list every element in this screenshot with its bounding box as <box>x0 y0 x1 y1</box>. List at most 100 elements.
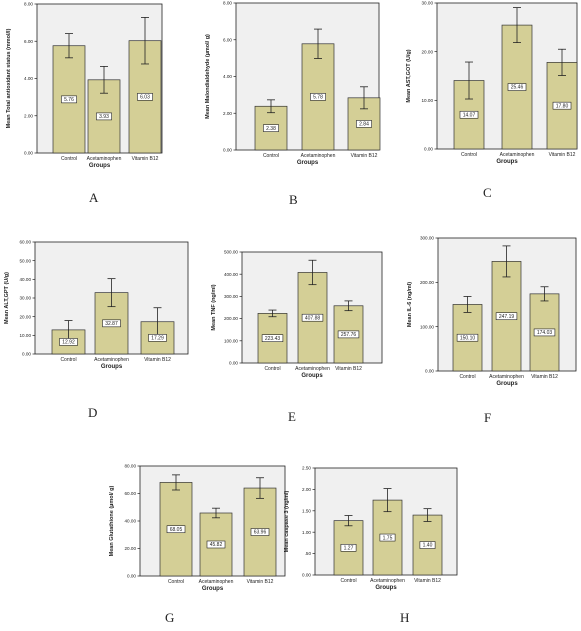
chart-svg: 0.00 100.00 200.00 300.00 400.00 500.00 223.43… <box>211 250 383 379</box>
chart-svg: 0.00 .50 1.00 1.50 2.00 2.50 1.27 Control 1.75 Ac… <box>284 466 458 591</box>
data-label: 6.03 <box>140 95 150 101</box>
y-tick-label: 6.00 <box>223 37 232 42</box>
data-label: 407.88 <box>305 315 321 321</box>
x-tick-label: Control <box>60 357 76 363</box>
y-tick-label: 4.00 <box>24 76 33 81</box>
x-tick-label: Control <box>61 156 77 162</box>
chart-panel-a: 0.00 2.00 4.00 6.00 8.00 5.76 Control 3.93 Aceta… <box>0 0 170 175</box>
data-label-box <box>61 95 77 104</box>
panel-letter-a: A <box>89 190 99 205</box>
y-tick-label: 100.00 <box>224 338 238 343</box>
chart-panel-h: 0.00 .50 1.00 1.50 2.00 2.50 1.27 Control 1.75 Ac… <box>284 455 465 605</box>
data-label: 5.76 <box>64 97 74 103</box>
y-tick-label: 500.00 <box>224 250 238 255</box>
y-tick-label: 200.00 <box>420 280 434 285</box>
data-label-box <box>310 93 326 101</box>
data-label-box <box>419 541 436 549</box>
y-tick-label: 8.00 <box>223 1 232 6</box>
data-label: 68.05 <box>170 527 183 533</box>
data-label-box <box>261 334 284 342</box>
y-tick-label: 300.00 <box>420 236 434 241</box>
panel-letter-h: H <box>400 610 410 625</box>
y-tick-label: .50 <box>305 551 312 556</box>
data-label: 1.27 <box>344 546 354 552</box>
data-label-box <box>379 533 396 542</box>
y-tick-label: 0.00 <box>223 148 232 153</box>
panel-letter-c: C <box>483 185 492 200</box>
chart-panel-b: 0.00 2.00 4.00 6.00 8.00 2.38 Control 5.78 Aceta… <box>205 0 385 175</box>
y-tick-label: 60.00 <box>20 240 32 245</box>
x-tick-label: Control <box>263 153 279 159</box>
y-tick-label: 0.00 <box>127 574 136 579</box>
data-label-box <box>495 312 518 321</box>
y-tick-label: 0.00 <box>229 361 238 366</box>
x-axis-label: Groups <box>375 585 397 591</box>
data-label-box <box>552 101 572 110</box>
x-tick-label: Vitamin B12 <box>132 156 159 162</box>
data-label: 257.76 <box>341 332 357 338</box>
x-tick-label: Vitamin B12 <box>549 152 576 158</box>
x-tick-label: Acetaminophen <box>199 579 234 585</box>
x-axis-label: Groups <box>496 381 518 387</box>
y-tick-label: 40.00 <box>125 519 137 524</box>
y-tick-label: 20.00 <box>125 546 137 551</box>
y-tick-label: 0.00 <box>425 369 434 374</box>
data-label: 247.19 <box>499 314 515 320</box>
y-tick-label: 50.00 <box>20 258 32 263</box>
y-tick-label: 2.00 <box>302 487 311 492</box>
chart-svg: 0.00 10.00 20.00 30.00 14.07 Control 25.46 Acet… <box>406 1 578 165</box>
y-axis-label: Mean ALT,GPT (U/g) <box>4 272 10 324</box>
y-tick-label: 8.00 <box>24 2 33 7</box>
y-tick-label: 100.00 <box>420 324 434 329</box>
x-tick-label: Control <box>459 374 475 380</box>
x-tick-label: Control <box>264 366 280 372</box>
data-label: 45.82 <box>210 542 223 548</box>
x-tick-label: Acetaminophen <box>87 156 122 162</box>
y-axis-label: Mean Malondialdehyde (µmol/ g) <box>205 34 211 119</box>
data-label: 17.29 <box>151 336 164 342</box>
data-label: 1.40 <box>423 543 433 549</box>
x-tick-label: Acetaminophen <box>301 153 336 159</box>
data-label-box <box>102 319 121 328</box>
y-tick-label: 6.00 <box>24 39 33 44</box>
chart-svg: 0.00 2.00 4.00 6.00 8.00 2.38 Control 5.78 Aceta… <box>205 1 381 166</box>
y-tick-label: 1.50 <box>302 508 311 513</box>
data-label: 2.84 <box>359 122 369 128</box>
data-label: 32.87 <box>105 321 118 327</box>
data-label-box <box>250 528 270 536</box>
panel-letter-f: F <box>484 410 492 425</box>
x-tick-label: Control <box>168 579 184 585</box>
data-label: 5.78 <box>313 95 323 101</box>
chart-svg: 0.00 20.00 40.00 60.00 80.00 68.05 Control 45.8… <box>109 464 286 592</box>
data-label-box <box>459 110 479 119</box>
y-tick-label: 20.00 <box>422 49 434 54</box>
x-tick-label: Acetaminophen <box>500 152 535 158</box>
data-label-box <box>507 83 527 91</box>
data-label: 174.03 <box>537 330 553 336</box>
x-tick-label: Acetaminophen <box>370 578 405 584</box>
y-tick-label: 10.00 <box>422 98 434 103</box>
y-tick-label: 80.00 <box>125 464 137 469</box>
y-tick-label: 200.00 <box>224 316 238 321</box>
y-tick-label: 30.00 <box>20 296 32 301</box>
data-label-box <box>356 120 372 128</box>
data-label: 2.38 <box>266 126 276 132</box>
data-label: 150.10 <box>460 335 476 341</box>
x-tick-label: Vitamin B12 <box>351 153 378 159</box>
y-tick-label: 40.00 <box>20 277 32 282</box>
chart-panel-f: 0.00 100.00 200.00 300.00 150.10 Control 247.1… <box>400 235 581 395</box>
data-label-box <box>340 544 357 552</box>
data-label-box <box>166 525 186 534</box>
y-tick-label: 0.00 <box>302 573 311 578</box>
y-tick-label: 10.00 <box>20 333 32 338</box>
x-axis-label: Groups <box>89 163 111 169</box>
data-label: 223.43 <box>265 336 281 342</box>
y-tick-label: 2.00 <box>223 111 232 116</box>
chart-svg: 0.00 2.00 4.00 6.00 8.00 5.76 Control 3.93 Aceta… <box>6 2 163 169</box>
x-tick-label: Control <box>461 152 477 158</box>
data-label: 1.75 <box>383 535 393 541</box>
data-label-box <box>301 313 324 322</box>
y-tick-label: 0.00 <box>24 151 33 156</box>
data-label: 63.96 <box>254 530 267 536</box>
data-label-box <box>137 93 153 101</box>
